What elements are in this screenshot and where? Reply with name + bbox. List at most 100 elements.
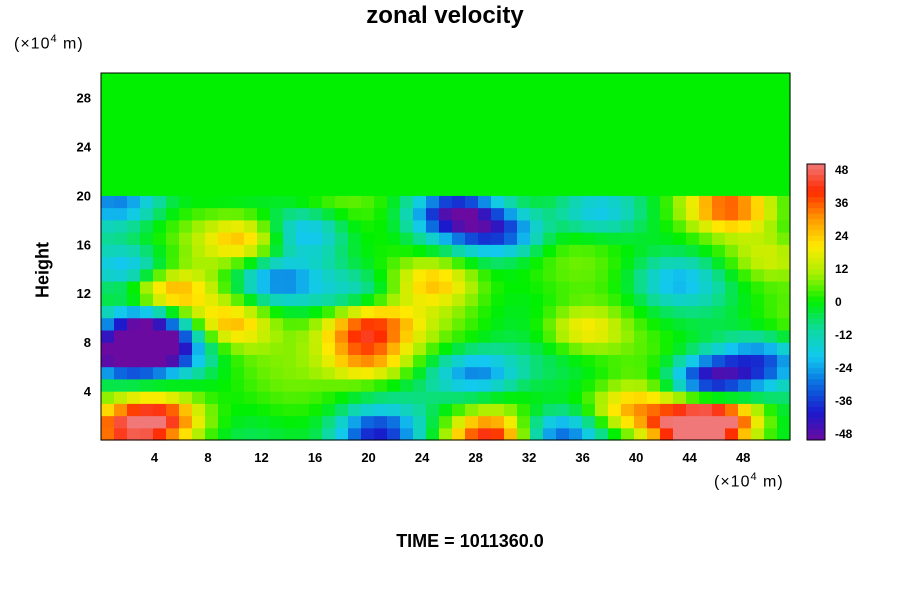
field-cell — [738, 403, 752, 417]
field-cell — [205, 207, 219, 221]
field-cell — [101, 403, 115, 417]
field-cell — [387, 391, 401, 404]
field-cell — [686, 427, 700, 441]
field-cell — [478, 232, 492, 245]
field-cell — [322, 305, 336, 319]
field-cell — [296, 146, 310, 160]
field-cell — [647, 73, 661, 86]
field-cell — [348, 97, 362, 111]
field-cell — [777, 97, 791, 111]
field-cell — [439, 366, 453, 380]
field-cell — [153, 342, 167, 355]
field-cell — [361, 317, 375, 331]
field-cell — [621, 195, 635, 209]
field-cell — [530, 158, 544, 172]
field-cell — [322, 342, 336, 355]
field-cell — [738, 207, 752, 221]
field-cell — [777, 329, 791, 343]
field-cell — [595, 158, 609, 172]
field-cell — [374, 97, 388, 111]
field-cell — [582, 378, 596, 392]
field-cell — [673, 256, 687, 270]
field-cell — [530, 378, 544, 392]
field-cell — [283, 403, 297, 417]
field-cell — [270, 97, 284, 111]
field-cell — [621, 415, 635, 429]
field-cell — [491, 329, 505, 343]
field-cell — [179, 366, 193, 380]
field-cell — [673, 354, 687, 368]
field-cell — [504, 329, 518, 343]
field-cell — [621, 427, 635, 441]
field-cell — [335, 280, 349, 294]
field-cell — [465, 219, 479, 233]
field-cell — [348, 378, 362, 392]
field-cell — [673, 158, 687, 172]
field-cell — [283, 121, 297, 135]
field-cell — [426, 342, 440, 355]
colorbar-segment — [807, 290, 825, 297]
field-cell — [244, 207, 258, 221]
field-cell — [322, 207, 336, 221]
field-cell — [127, 121, 141, 135]
field-cell — [582, 207, 596, 221]
field-cell — [686, 158, 700, 172]
field-cell — [270, 158, 284, 172]
field-cell — [400, 97, 414, 111]
field-cell — [738, 366, 752, 380]
field-cell — [374, 232, 388, 245]
field-cell — [192, 158, 206, 172]
field-cell — [543, 73, 557, 86]
field-cell — [764, 85, 778, 99]
field-cell — [114, 183, 128, 196]
field-cell — [660, 97, 674, 111]
field-cell — [218, 280, 232, 294]
field-cell — [348, 85, 362, 99]
field-cell — [699, 97, 713, 111]
colorbar-segment — [807, 213, 825, 220]
field-cell — [504, 427, 518, 441]
field-cell — [556, 158, 570, 172]
field-cell — [517, 268, 531, 282]
field-cell — [543, 317, 557, 331]
field-cell — [465, 378, 479, 392]
field-cell — [166, 85, 180, 99]
colorbar-segment — [807, 335, 825, 342]
field-cell — [101, 391, 115, 404]
field-cell — [166, 293, 180, 307]
colorbar-tick-label: 0 — [835, 295, 842, 309]
field-cell — [608, 305, 622, 319]
field-cell — [400, 232, 414, 245]
field-cell — [699, 391, 713, 404]
field-cell — [439, 195, 453, 209]
field-cell — [530, 280, 544, 294]
field-cell — [127, 232, 141, 245]
field-cell — [634, 207, 648, 221]
field-cell — [517, 391, 531, 404]
field-cell — [114, 427, 128, 441]
field-cell — [439, 342, 453, 355]
field-cell — [140, 256, 154, 270]
field-cell — [192, 219, 206, 233]
field-cell — [335, 158, 349, 172]
x-tick-label: 12 — [254, 450, 268, 465]
field-cell — [439, 305, 453, 319]
field-cell — [634, 268, 648, 282]
field-cell — [686, 366, 700, 380]
field-cell — [335, 378, 349, 392]
field-cell — [387, 317, 401, 331]
colorbar-segment — [807, 230, 825, 237]
field-cell — [504, 280, 518, 294]
field-cell — [270, 415, 284, 429]
colorbar-segment — [807, 307, 825, 314]
field-cell — [660, 354, 674, 368]
field-cell — [348, 317, 362, 331]
field-cell — [582, 366, 596, 380]
field-cell — [699, 232, 713, 245]
field-cell — [647, 170, 661, 184]
field-cell — [777, 305, 791, 319]
field-cell — [348, 268, 362, 282]
field-cell — [400, 268, 414, 282]
field-cell — [296, 427, 310, 441]
field-cell — [283, 109, 297, 123]
